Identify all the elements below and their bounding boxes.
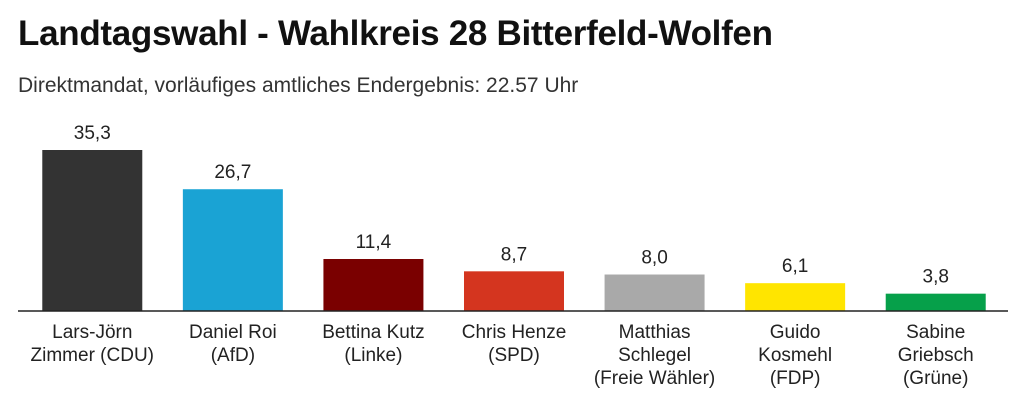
category-label-line: Griebsch [898,345,974,366]
category-label-line: Bettina Kutz [322,322,424,343]
category-label-line: (Linke) [344,345,402,366]
category-label-line: Kosmehl [758,345,832,366]
category-label-3: Bettina Kutz (Linke) [322,322,424,366]
bar-4 [464,271,564,311]
category-label-line: Matthias [619,322,691,343]
category-label-line: Guido [770,322,821,343]
category-label-line: Daniel Roi [189,322,277,343]
category-label-2: Daniel Roi (AfD) [189,322,277,366]
bar-2 [182,189,283,311]
category-label-line: Schlegel [618,345,691,366]
category-label-line: (Freie Wähler) [594,368,715,389]
category-label-5: Matthias Schlegel (Freie Wähler) [594,322,715,389]
category-label-1: Lars-Jörn Zimmer (CDU) [31,322,154,366]
bar-1 [42,150,143,311]
value-label-7: 3,8 [923,267,949,288]
value-label-2: 26,7 [214,162,251,183]
category-label-line: Chris Henze [462,322,567,343]
value-labels-group: 35,3 26,7 11,4 8,7 8,0 6,1 3,8 [74,123,949,288]
value-label-5: 8,0 [641,248,667,269]
category-label-7: Sabine Griebsch (Grüne) [898,322,974,389]
bar-6 [745,283,846,311]
category-label-line: Zimmer (CDU) [31,345,154,366]
value-label-6: 6,1 [782,256,808,277]
bar-7 [885,293,986,311]
category-label-line: (SPD) [488,345,540,366]
category-label-4: Chris Henze (SPD) [462,322,567,366]
bars-group [42,150,986,311]
category-labels-group: Lars-Jörn Zimmer (CDU) Daniel Roi (AfD) Bett… [31,322,974,389]
bar-5 [604,274,705,311]
category-label-line: Sabine [906,322,965,343]
chart-subtitle: Direktmandat, vorläufiges amtliches Ende… [18,74,579,97]
category-label-line: (FDP) [770,368,821,389]
category-label-6: Guido Kosmehl (FDP) [758,322,832,389]
category-label-line: (Grüne) [903,368,968,389]
value-label-3: 11,4 [356,232,392,253]
category-label-line: (AfD) [211,345,255,366]
value-label-4: 8,7 [501,244,527,265]
category-label-line: Lars-Jörn [52,322,132,343]
chart-title: Landtagswahl - Wahlkreis 28 Bitterfeld-W… [18,14,773,53]
bar-3 [323,259,424,311]
value-label-1: 35,3 [74,123,111,144]
